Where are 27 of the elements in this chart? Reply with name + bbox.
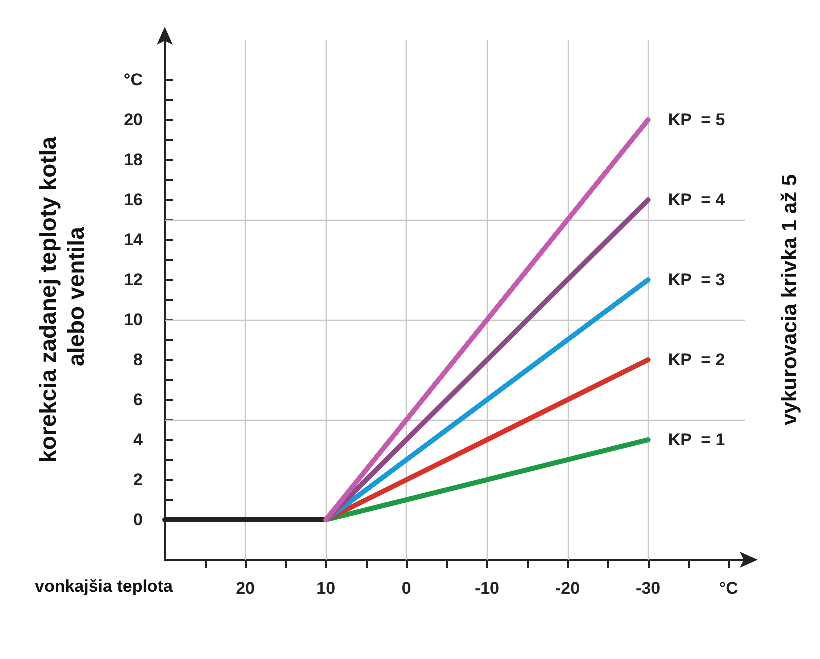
y2-axis-title: vykurovacia krivka 1 až 5 xyxy=(778,174,802,426)
y-tick-label: 4 xyxy=(134,430,144,450)
y-tick-label: 20 xyxy=(124,110,143,130)
y-tick-label: 6 xyxy=(134,390,143,410)
y-tick-label: 2 xyxy=(134,470,143,490)
y-tick-label: 12 xyxy=(124,270,143,290)
x-tick-label: -30 xyxy=(636,579,661,598)
x-axis-title: vonkajšia teplota xyxy=(35,577,174,596)
y-tick-label: °C xyxy=(124,70,143,90)
series-label: KP = 5 xyxy=(668,110,726,130)
x-tick-label: -20 xyxy=(555,579,580,598)
y-tick-label: 16 xyxy=(124,190,143,210)
series-label: KP = 4 xyxy=(668,190,726,210)
x-tick-label: °C xyxy=(719,579,738,598)
series-label: KP = 1 xyxy=(668,430,726,450)
x-tick-label: 20 xyxy=(236,579,256,598)
series-label: KP = 3 xyxy=(668,270,726,290)
x-tick-label: 0 xyxy=(402,579,412,598)
x-tick-label: 10 xyxy=(316,579,336,598)
y-tick-label: 18 xyxy=(124,150,143,170)
x-tick-label: -10 xyxy=(474,579,500,598)
y-tick-label: 0 xyxy=(134,510,143,530)
y-tick-label: 10 xyxy=(124,310,143,330)
y-tick-label: 14 xyxy=(124,230,144,250)
y-tick-label: 8 xyxy=(134,350,143,370)
series-label: KP = 2 xyxy=(668,350,726,370)
y-axis-title: korekcia zadanej teploty kotla alebo ventila xyxy=(35,136,89,463)
